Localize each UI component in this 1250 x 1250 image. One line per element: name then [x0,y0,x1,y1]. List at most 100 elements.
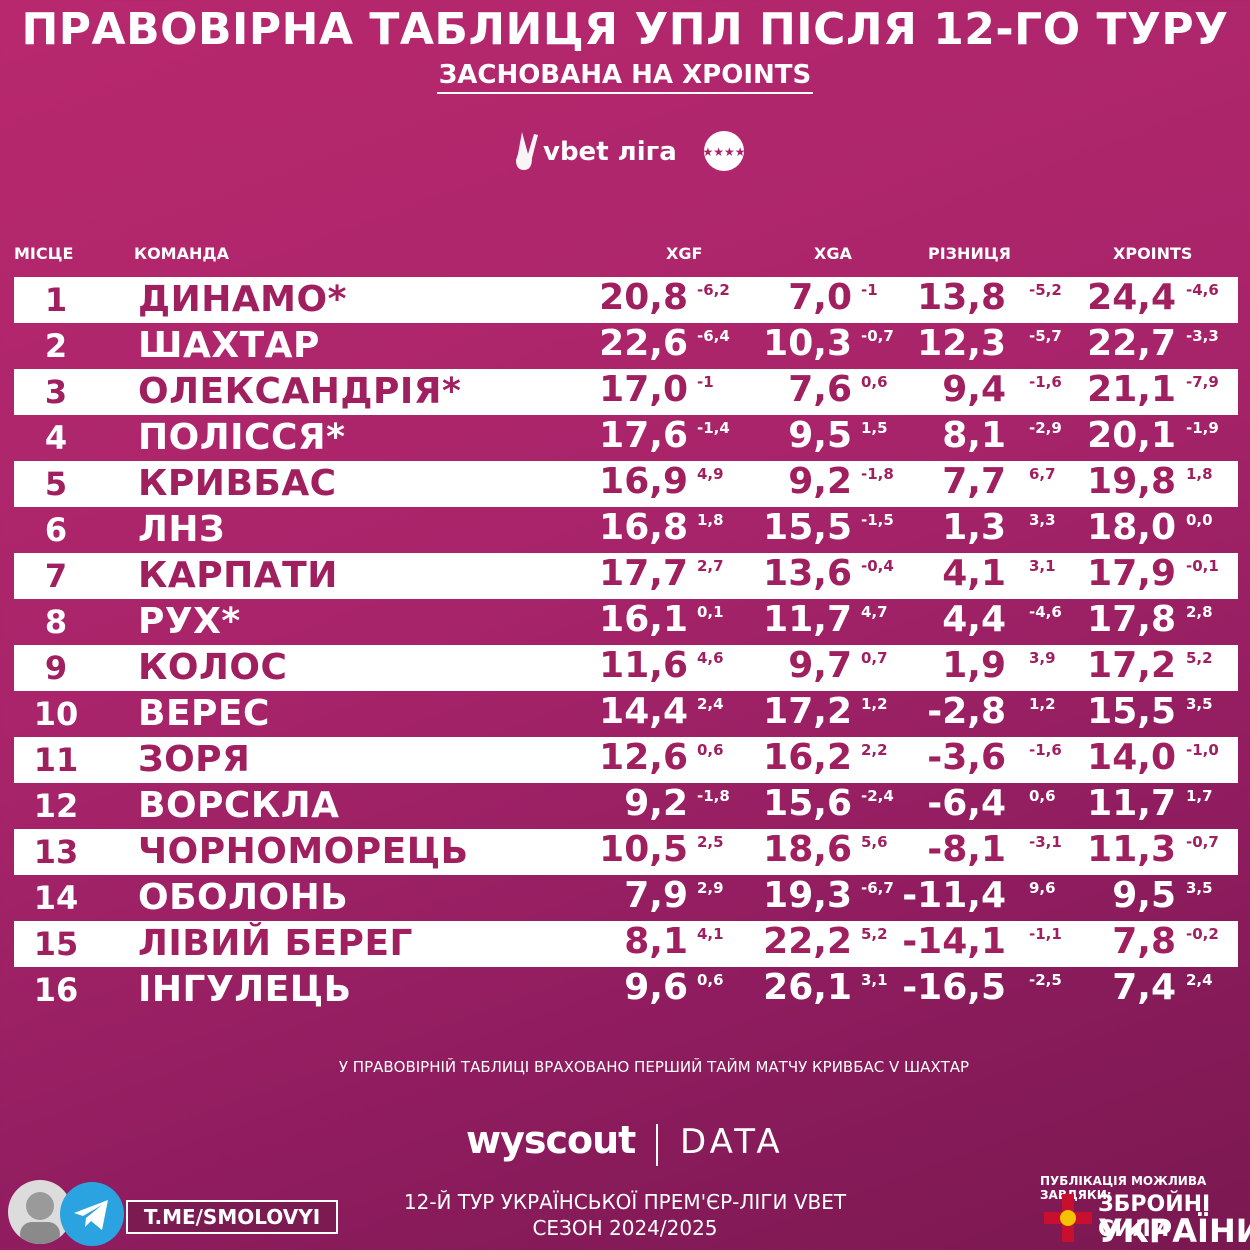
row-xp-value: 24,4 [1087,277,1176,318]
row-xgf-value: 20,8 [599,277,688,318]
wyscout-divider [656,1124,658,1166]
row-rank: 5 [44,465,68,503]
row-xp-value: 7,4 [1112,967,1176,1008]
row-rank: 9 [44,649,68,687]
row-team: ВЕРЕС [138,693,270,734]
row-xp-change: 3,5 [1186,879,1213,897]
row-rank: 14 [33,879,79,917]
header-place: МІСЦЕ [14,244,74,263]
row-xp-value: 17,2 [1087,645,1176,686]
row-xp-value: 7,8 [1112,921,1176,962]
row-xgf-value: 12,6 [599,737,688,778]
row-xp-change: -1,9 [1186,419,1219,437]
row-xp-value: 22,7 [1087,323,1176,364]
row-xgf-value: 16,8 [599,507,688,548]
row-rank: 8 [44,603,68,641]
row-xgf-change: -1,4 [697,419,730,437]
row-xgf-change: 0,1 [697,603,724,621]
row-diff-value: 12,3 [917,323,1006,364]
row-diff-change: -3,1 [1029,833,1062,851]
row-xgf-value: 17,0 [599,369,688,410]
row-diff-change: 0,6 [1029,787,1056,805]
row-xgf-value: 22,6 [599,323,688,364]
telegram-icon[interactable] [60,1182,124,1246]
row-diff-value: 1,9 [942,645,1006,686]
row-xga-value: 9,7 [788,645,852,686]
row-xga-value: 26,1 [763,967,852,1008]
row-diff-change: -4,6 [1029,603,1062,621]
row-rank: 7 [44,557,68,595]
row-diff-change: 3,1 [1029,557,1056,575]
row-xga-change: 1,5 [861,419,888,437]
row-xp-value: 11,7 [1087,783,1176,824]
row-xp-change: 3,5 [1186,695,1213,713]
table-row: 7 КАРПАТИ 17,7 2,7 13,6 -0,4 4,1 3,1 17,9 -0,1 [14,553,1238,599]
header-xgf: XGF [666,244,703,263]
row-xga-value: 22,2 [763,921,852,962]
row-diff-change: 3,3 [1029,511,1056,529]
row-xgf-change: 2,7 [697,557,724,575]
row-xgf-change: 0,6 [697,741,724,759]
table-row: 1 ДИНАМО* 20,8 -6,2 7,0 -1 13,8 -5,2 24,4 -4,6 [14,277,1238,323]
row-team: ЛІВИЙ БЕРЕГ [138,923,413,964]
row-team: КРИВБАС [138,463,337,504]
wyscout-data-label: DATA [680,1122,784,1162]
zsu-emblem-icon [1044,1194,1092,1242]
row-team: КАРПАТИ [138,555,338,596]
telegram-link[interactable]: T.ME/SMOLOVYI [126,1200,338,1234]
row-diff-value: -2,8 [927,691,1006,732]
row-rank: 12 [33,787,79,825]
header-xga: XGA [814,244,852,263]
row-xga-change: -0,7 [861,327,894,345]
row-xga-change: -1 [861,281,878,299]
row-rank: 15 [33,925,79,963]
row-xgf-change: 4,9 [697,465,724,483]
row-xga-change: -1,8 [861,465,894,483]
row-xp-value: 19,8 [1087,461,1176,502]
row-xgf-change: -6,4 [697,327,730,345]
row-xga-change: 0,7 [861,649,888,667]
row-team: ШАХТАР [138,325,320,366]
row-diff-change: -5,2 [1029,281,1062,299]
row-xp-change: -3,3 [1186,327,1219,345]
row-team: ЛНЗ [138,509,226,550]
row-diff-value: -16,5 [902,967,1006,1008]
row-diff-value: -8,1 [927,829,1006,870]
row-diff-change: 3,9 [1029,649,1056,667]
header-team: КОМАНДА [134,244,230,263]
row-xp-change: -0,2 [1186,925,1219,943]
row-team: ВОРСКЛА [138,785,340,826]
row-rank: 3 [44,373,68,411]
row-xga-value: 7,0 [788,277,852,318]
row-diff-change: -2,9 [1029,419,1062,437]
table-row: 9 КОЛОС 11,6 4,6 9,7 0,7 1,9 3,9 17,2 5,2 [14,645,1238,691]
row-xp-value: 15,5 [1087,691,1176,732]
page-subtitle: ЗАСНОВАНА НА XPOINTS [0,60,1250,94]
header-xpoints: XPOINTS [1113,244,1193,263]
row-xga-change: 5,2 [861,925,888,943]
row-rank: 2 [44,327,68,365]
table-row: 14 ОБОЛОНЬ 7,9 2,9 19,3 -6,7 -11,4 9,6 9,5 3,5 [14,875,1238,921]
row-xga-value: 7,6 [788,369,852,410]
row-xgf-value: 17,7 [599,553,688,594]
footnote: У ПРАВОВІРНІЙ ТАБЛИЦІ ВРАХОВАНО ПЕРШИЙ Т… [338,1058,970,1076]
vbet-liga-logo-text: vbet ліга [543,137,677,167]
vbet-liga-logo: ★★★★ [516,131,746,171]
table-row: 3 ОЛЕКСАНДРІЯ* 17,0 -1 7,6 0,6 9,4 -1,6 21,1 -7,9 [14,369,1238,415]
row-xga-value: 9,5 [788,415,852,456]
row-xgf-value: 9,2 [624,783,688,824]
header-diff: РІЗНИЦЯ [928,244,1011,263]
row-xga-change: 0,6 [861,373,888,391]
row-diff-change: 6,7 [1029,465,1056,483]
row-xga-change: -2,4 [861,787,894,805]
row-xp-value: 14,0 [1087,737,1176,778]
page-title: ПРАВОВІРНА ТАБЛИЦЯ УПЛ ПІСЛЯ 12-ГО ТУРУ [21,4,1229,55]
row-xgf-change: 0,6 [697,971,724,989]
row-diff-change: 9,6 [1029,879,1056,897]
row-team: КОЛОС [138,647,288,688]
table-row: 2 ШАХТАР 22,6 -6,4 10,3 -0,7 12,3 -5,7 22,7 -3,3 [14,323,1238,369]
row-rank: 16 [33,971,79,1009]
row-xgf-value: 9,6 [624,967,688,1008]
row-xp-value: 21,1 [1087,369,1176,410]
row-xp-change: 2,8 [1186,603,1213,621]
